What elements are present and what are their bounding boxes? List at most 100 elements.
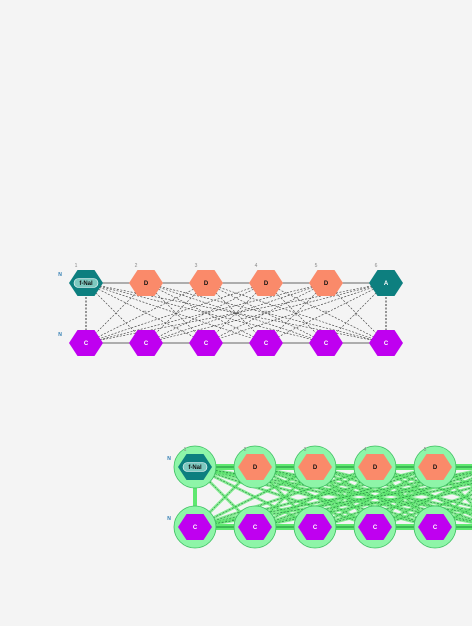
hexagon-shape <box>418 514 452 540</box>
hexagon-shape <box>369 330 403 356</box>
hexagon-shape <box>249 330 283 356</box>
edge-label: H <box>144 309 147 314</box>
residue-node-salmon[interactable]: D3 <box>189 263 223 296</box>
residue-node-purple[interactable]: C <box>178 514 212 540</box>
edge-cross <box>314 487 472 528</box>
hexagon-shape <box>358 454 392 480</box>
terminal-label: N <box>58 272 62 278</box>
residue-label: D <box>433 465 438 471</box>
edge-label: H <box>265 309 268 314</box>
hexagon-shape <box>298 454 332 480</box>
residue-node-teal-pill[interactable]: f-Nal 1 <box>69 263 103 296</box>
residue-label: C <box>324 341 329 347</box>
edge-label: H <box>295 312 298 317</box>
position-number: 1 <box>75 263 78 269</box>
position-number: 4 <box>364 447 367 453</box>
edge-cross <box>85 282 327 344</box>
position-number: 2 <box>244 447 247 453</box>
hexagon-shape <box>358 514 392 540</box>
residue-label: C <box>193 525 198 531</box>
residue-label: C <box>264 341 269 347</box>
residue-node-purple[interactable]: C <box>358 514 392 540</box>
position-number: 1 <box>184 447 187 453</box>
residue-node-purple[interactable]: C <box>189 330 223 356</box>
residue-node-salmon[interactable]: D5 <box>418 447 452 480</box>
hexagon-shape <box>309 330 343 356</box>
residue-label: C <box>313 525 318 531</box>
edge-cross <box>194 480 472 528</box>
residue-node-purple[interactable]: C <box>309 330 343 356</box>
terminal-label: N <box>58 332 62 338</box>
position-number: 2 <box>135 263 138 269</box>
hexagon-shape <box>238 514 272 540</box>
residue-node-salmon[interactable]: D2 <box>129 263 163 296</box>
position-number: 4 <box>255 263 258 269</box>
edge-cross <box>85 282 267 344</box>
edge-cross <box>145 282 327 344</box>
residue-label: D <box>264 281 269 287</box>
terminal-label: N <box>167 516 171 522</box>
hexagon-shape <box>129 330 163 356</box>
position-number: 5 <box>315 263 318 269</box>
position-number: 3 <box>304 447 307 453</box>
halo-layer <box>173 445 457 549</box>
residue-label: C <box>253 525 258 531</box>
hexagon-shape <box>418 454 452 480</box>
edge-label: H <box>235 312 238 317</box>
hexagon-shape <box>249 270 283 296</box>
residue-label: C <box>204 341 209 347</box>
residue-label: D <box>253 465 258 471</box>
residue-label: A <box>384 281 389 287</box>
residue-node-purple[interactable]: C <box>249 330 283 356</box>
hexagon-shape <box>69 330 103 356</box>
edge-cross <box>374 494 472 528</box>
hexagon-shape <box>298 514 332 540</box>
residue-label: D <box>144 281 149 287</box>
residue-node-purple[interactable]: C <box>369 330 403 356</box>
edge-cross <box>205 282 387 344</box>
edge-cross <box>194 466 376 528</box>
residue-node-salmon[interactable]: D4 <box>249 263 283 296</box>
residue-node-teal[interactable]: A6 <box>369 263 403 296</box>
hexagon-shape <box>129 270 163 296</box>
edge-label: H <box>325 309 328 314</box>
residue-node-purple[interactable]: C <box>418 514 452 540</box>
residue-label: C <box>144 341 149 347</box>
hexagon-shape <box>189 330 223 356</box>
residue-label: C <box>433 525 438 531</box>
position-number: 6 <box>375 263 378 269</box>
edge-cross <box>85 282 207 344</box>
residue-label: D <box>204 281 209 287</box>
residue-node-purple[interactable]: C <box>129 330 163 356</box>
residue-node-salmon[interactable]: D4 <box>358 447 392 480</box>
residue-node-purple[interactable]: C <box>238 514 272 540</box>
residue-label: C <box>84 341 89 347</box>
residue-label: D <box>373 465 378 471</box>
residue-node-salmon[interactable]: D5 <box>309 263 343 296</box>
hexagon-shape <box>189 270 223 296</box>
edge-cross <box>194 466 436 528</box>
hexagon-shape <box>178 514 212 540</box>
modified-residue-pill <box>73 278 99 288</box>
hexagon-shape <box>309 270 343 296</box>
residue-label: D <box>324 281 329 287</box>
residue-node-salmon[interactable]: D2 <box>238 447 272 480</box>
residue-node-teal-pill[interactable]: f-Nal 1 <box>178 447 212 480</box>
edge-label: H <box>175 312 178 317</box>
hexagon-shape <box>369 270 403 296</box>
residue-label: f-Nal <box>79 281 93 287</box>
residue-node-purple[interactable]: C <box>69 330 103 356</box>
edge-label: H <box>205 309 208 314</box>
position-number: 3 <box>195 263 198 269</box>
position-number: 5 <box>424 447 427 453</box>
edge-cross <box>194 466 316 528</box>
residue-node-salmon[interactable]: D3 <box>298 447 332 480</box>
edge-cross <box>145 282 387 344</box>
residue-label: D <box>313 465 318 471</box>
residue-label: C <box>384 341 389 347</box>
hexagon-shape <box>238 454 272 480</box>
residue-node-purple[interactable]: C <box>298 514 332 540</box>
